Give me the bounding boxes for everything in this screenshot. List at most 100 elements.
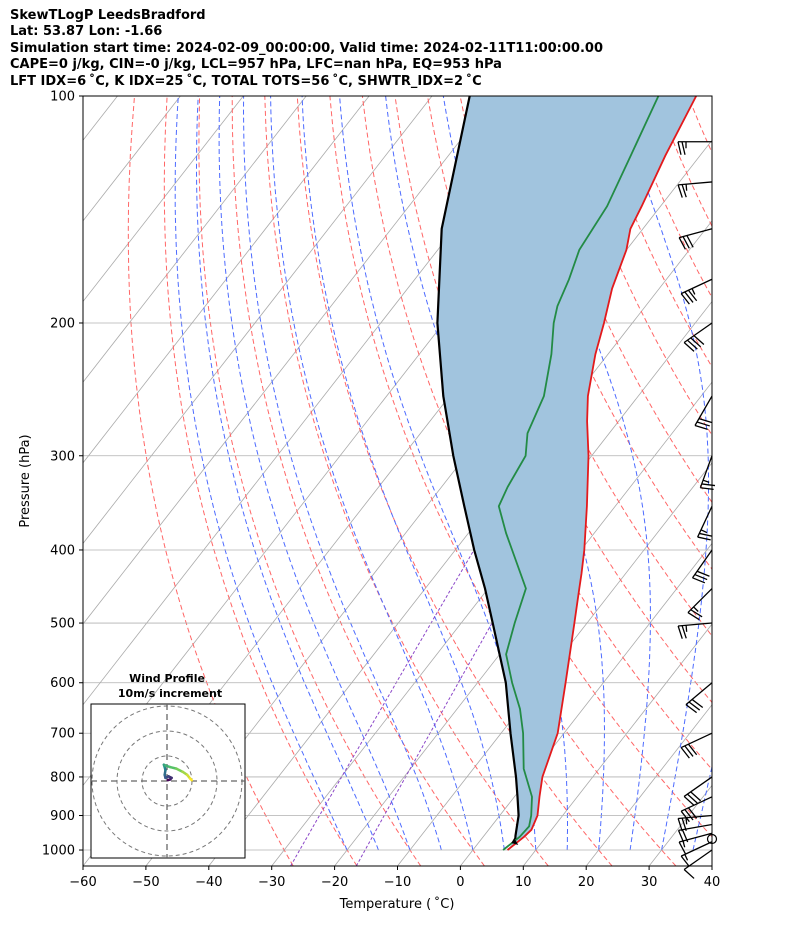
moist-adiabat-line [218,96,411,851]
wind-barb [680,841,713,868]
wind-barb-tick [684,809,694,821]
wind-barb-staff [678,832,713,843]
mixing-ratio-line [355,549,535,866]
wind-barb-tick [701,483,716,487]
dry-adiabat-line [721,96,794,866]
isotherm-line [83,96,433,545]
dewpoint-profile-line [497,96,660,851]
wind-barb [677,181,713,198]
y-tick-label: 400 [50,543,75,558]
cin-shaded-area [437,96,697,850]
wind-barb [694,395,713,431]
wind-barb-tick [686,235,694,248]
moist-adiabat-line [174,96,348,851]
wind-barb [683,322,713,352]
isotherm-line [334,381,712,866]
title-line-station: SkewTLogP LeedsBradford [10,8,206,23]
dry-adiabat-line [524,96,712,504]
wind-barb [691,549,713,584]
dry-adiabat-line [296,96,613,866]
parcel-start-marker [511,838,519,846]
temperature-profile-line [506,96,697,851]
moist-adiabat-line [339,96,537,851]
wind-barb-tick [691,698,704,709]
isotherm-line [83,96,496,625]
x-tick-label: 10 [515,875,532,890]
wind-barb-tick [678,841,686,855]
wind-barb-tick [700,487,714,490]
wind-barb-tick [687,807,698,819]
wind-barb-tick [677,141,682,155]
x-tick-label: −30 [258,875,285,890]
y-tick-label: 800 [50,770,75,785]
wind-barb-tick [694,424,708,431]
dry-adiabat-line [198,96,422,866]
y-tick-label: 500 [50,617,75,632]
moist-adiabat-line [517,96,651,851]
dry-adiabat-line [361,96,712,838]
wind-barb-tick [690,337,702,348]
sounding-profiles [436,96,697,851]
isotherm-line [648,784,712,866]
wind-barb-half-tick [700,529,708,534]
wind-barb-half-tick [685,184,688,191]
x-tick-label: −60 [69,875,96,890]
wind-barb-tick [680,747,690,759]
wind-barb-tick [683,342,695,352]
chart-title: SkewTLogP LeedsBradford Lat: 53.87 Lon: … [10,8,603,90]
wind-barb-staff [680,796,713,812]
y-tick-label: 900 [50,809,75,824]
wind-barb-tick [680,855,690,868]
hodograph-plot [91,704,245,858]
isotherm-line [145,139,712,866]
wind-barb-tick [681,141,686,155]
wind-barbs [677,141,718,879]
wind-barb-tick [681,829,689,843]
y-tick-label: 600 [50,676,75,691]
moist-adiabat-line [615,96,709,851]
x-tick-label: 20 [578,875,595,890]
wind-barb-tick [693,335,705,346]
y-tick-label: 100 [50,90,75,105]
wind-barb-tick [690,609,703,618]
hodograph-title: Wind Profile [129,672,205,685]
dry-adiabat-line [127,96,294,866]
wind-barb-staff [691,549,713,579]
wind-barb-tick [683,795,695,806]
wind-barb [677,622,713,639]
moist-adiabat-line [301,96,505,851]
isotherm-line [83,96,307,383]
wind-barb-tick [677,818,683,832]
cape-cin-shading [437,96,697,850]
wind-barb-half-tick [693,606,699,612]
y-tick-label: 700 [50,727,75,742]
isotherm-line [585,704,712,866]
wind-barb [680,796,713,823]
wind-barb-staff [687,588,713,614]
isotherm-line [522,623,712,866]
dry-adiabat-line [231,96,485,866]
wind-barb-tick [680,810,690,823]
x-tick-label: −20 [321,875,348,890]
x-axis: −60 −50 −40 −30 −20 −10 0 10 20 30 40 [69,866,720,890]
x-tick-label: 0 [456,875,464,890]
y-tick-label: 300 [50,449,75,464]
wind-barb-half-tick [691,288,696,295]
wind-barb-tick [677,830,685,843]
title-line-cape: CAPE=0 j/kg, CIN=-0 j/kg, LCL=957 hPa, L… [10,57,502,73]
wind-barb-tick [677,625,683,639]
x-tick-label: 30 [641,875,658,890]
wind-barb-tick [677,184,683,198]
wind-barb-tick [690,791,702,802]
wind-barb-tick [683,869,695,879]
moist-adiabat-line [692,764,712,851]
wind-barb-staff [685,682,713,706]
x-axis-label: Temperature ( ˚C) [339,896,455,912]
wind-barb [678,228,713,250]
wind-barb-staff [683,776,713,797]
wind-barb-tick [687,743,698,756]
wind-barb [677,141,712,155]
wind-barb-tick [697,536,711,541]
isotherm-line [711,865,712,866]
